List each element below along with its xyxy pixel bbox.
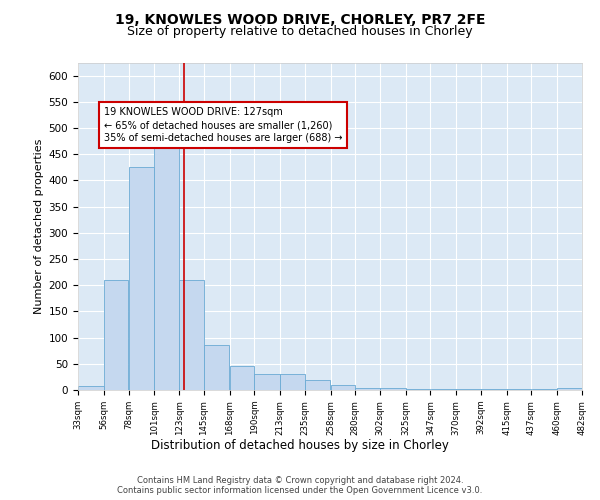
- Text: Distribution of detached houses by size in Chorley: Distribution of detached houses by size …: [151, 440, 449, 452]
- Bar: [204, 346, 229, 390]
- Bar: [104, 280, 128, 390]
- Bar: [557, 388, 582, 390]
- Text: Size of property relative to detached houses in Chorley: Size of property relative to detached ho…: [127, 25, 473, 38]
- Bar: [78, 386, 104, 390]
- Bar: [179, 280, 203, 390]
- Bar: [128, 168, 154, 390]
- Text: 19, KNOWLES WOOD DRIVE, CHORLEY, PR7 2FE: 19, KNOWLES WOOD DRIVE, CHORLEY, PR7 2FE: [115, 12, 485, 26]
- Bar: [154, 110, 179, 390]
- Text: 19 KNOWLES WOOD DRIVE: 127sqm
← 65% of detached houses are smaller (1,260)
35% o: 19 KNOWLES WOOD DRIVE: 127sqm ← 65% of d…: [104, 107, 343, 144]
- Bar: [380, 388, 406, 390]
- Bar: [254, 374, 280, 390]
- Bar: [305, 380, 331, 390]
- Bar: [230, 366, 254, 390]
- Bar: [331, 385, 355, 390]
- Text: Contains HM Land Registry data © Crown copyright and database right 2024.
Contai: Contains HM Land Registry data © Crown c…: [118, 476, 482, 495]
- Bar: [280, 374, 305, 390]
- Y-axis label: Number of detached properties: Number of detached properties: [34, 138, 44, 314]
- Bar: [355, 388, 380, 390]
